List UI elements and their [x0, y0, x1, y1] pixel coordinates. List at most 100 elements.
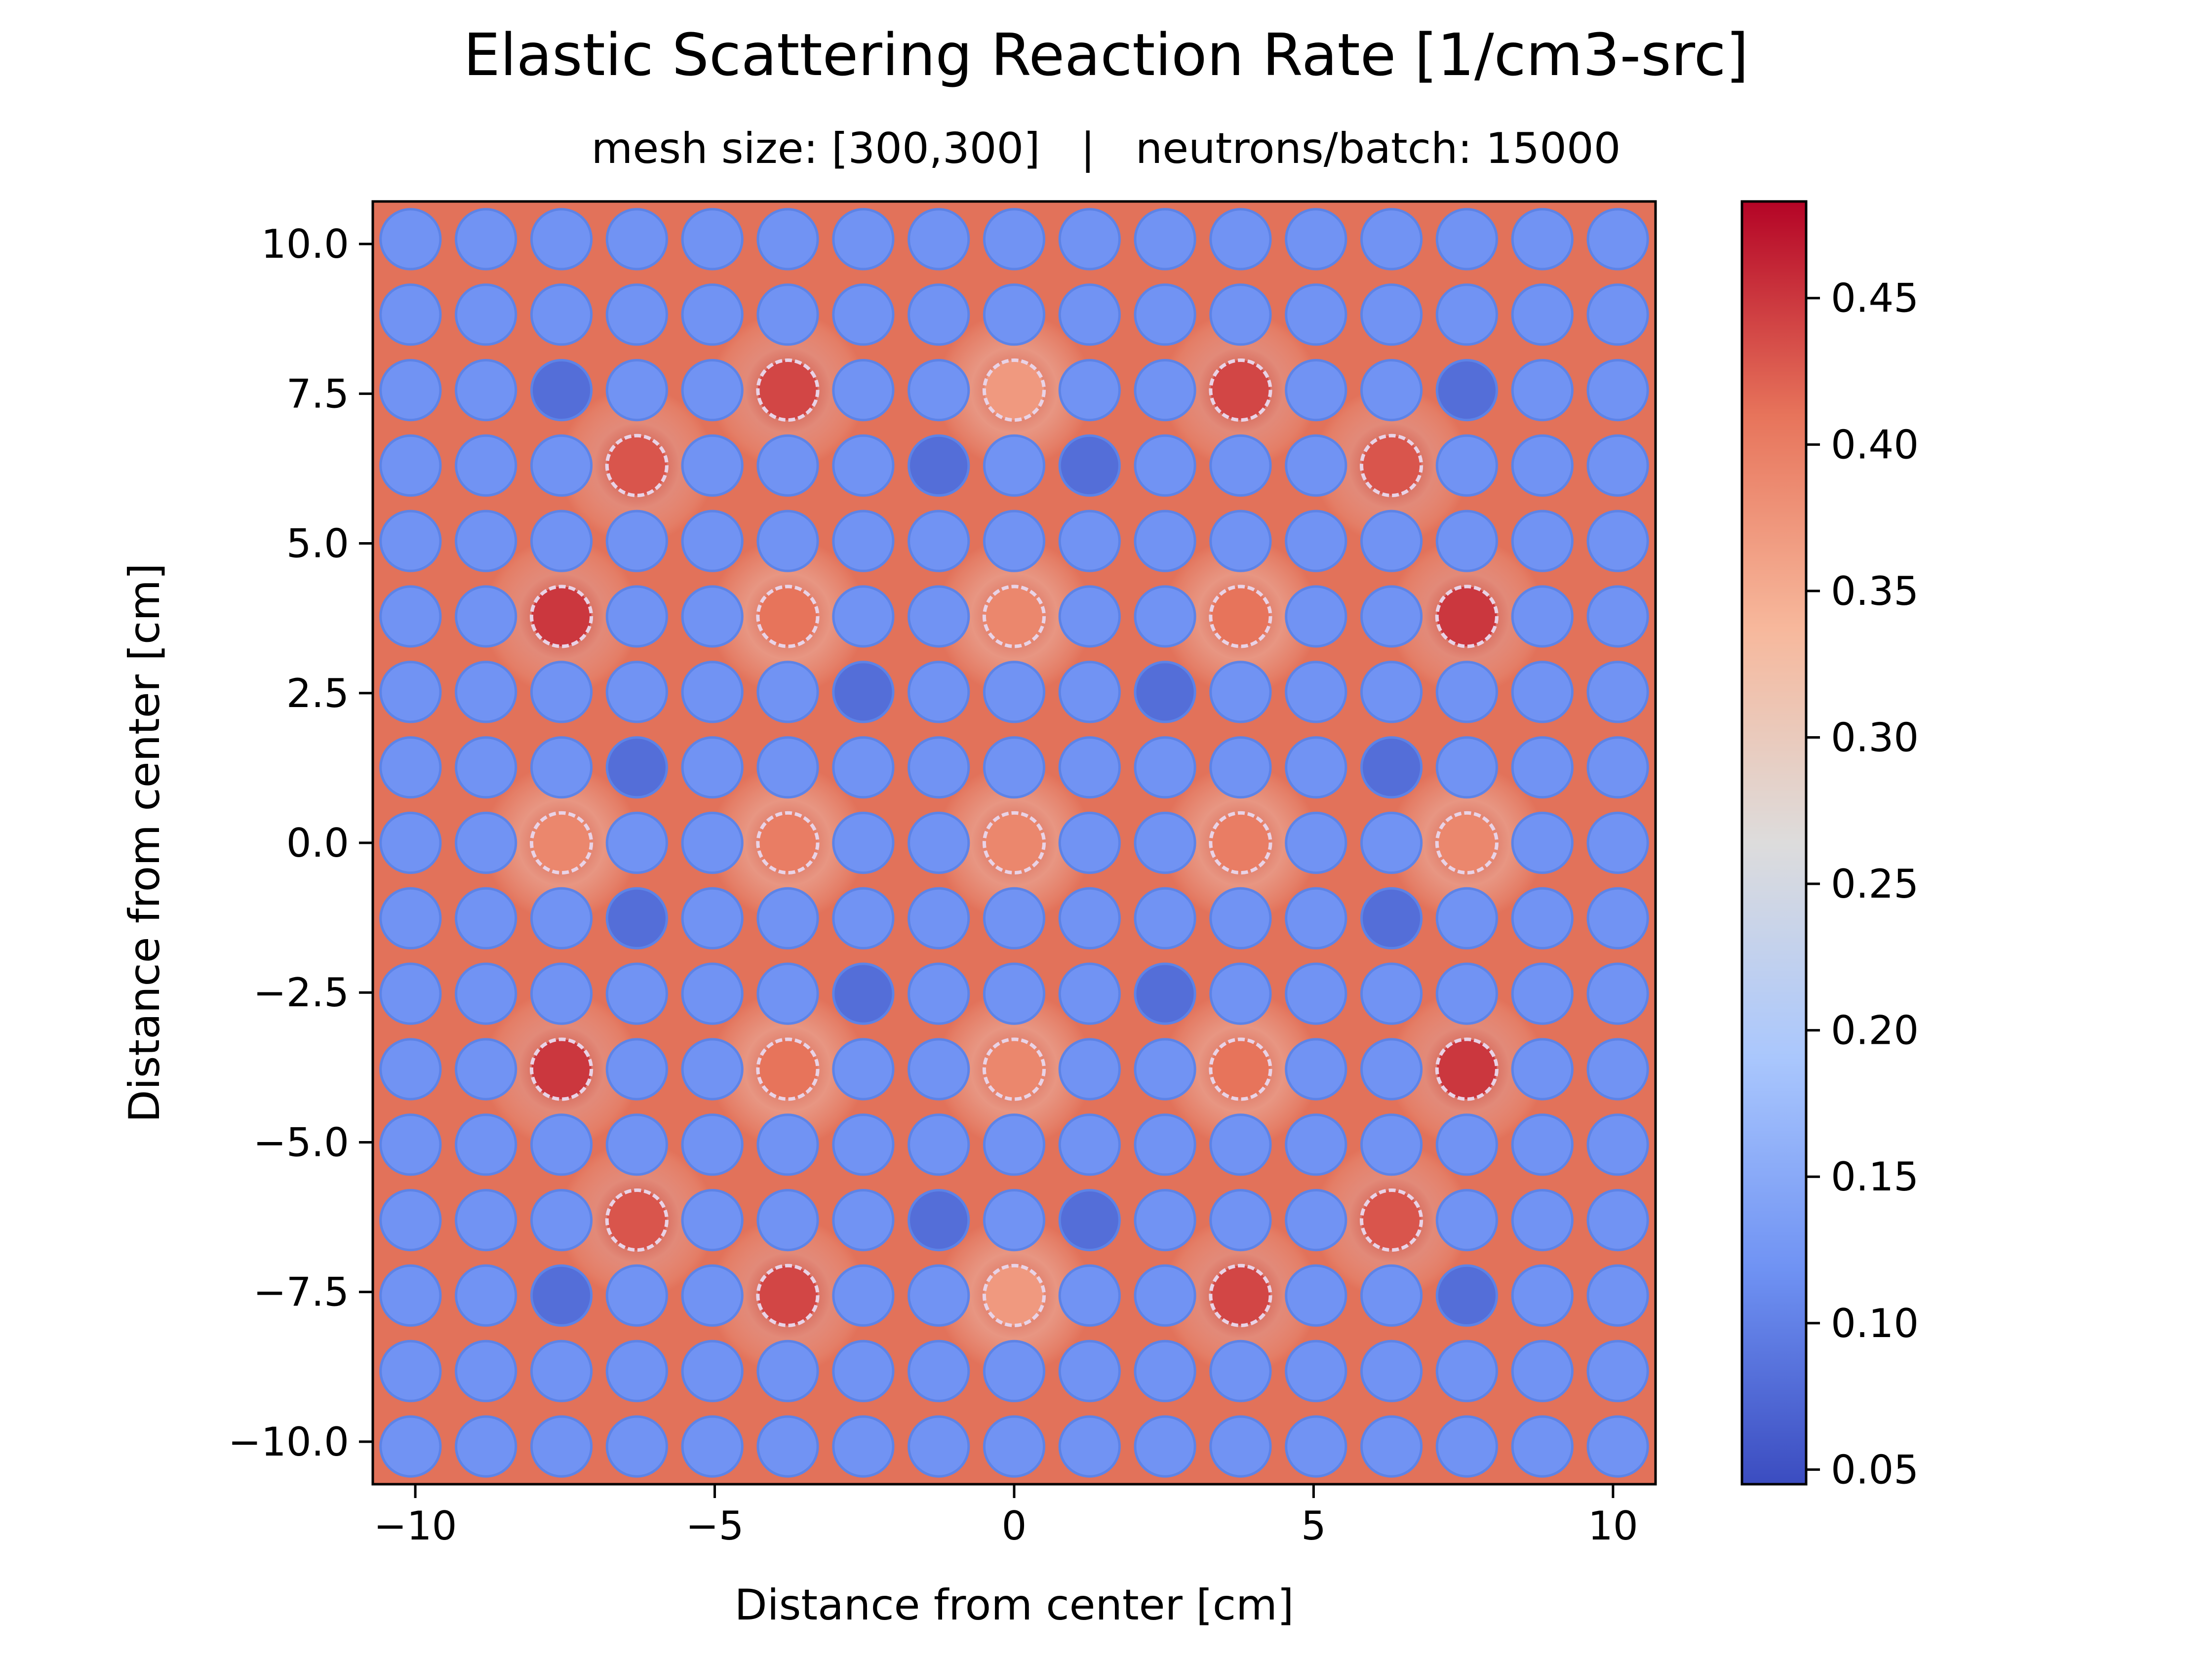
fuel-pin	[832, 208, 895, 271]
fuel-pin	[379, 585, 442, 648]
fuel-pin	[908, 736, 970, 799]
fuel-pin	[1134, 736, 1196, 799]
fuel-pin	[908, 283, 970, 346]
guide-tube	[982, 1264, 1046, 1327]
fuel-pin	[1586, 585, 1649, 648]
fuel-pin	[455, 661, 517, 723]
fuel-pin	[1285, 1340, 1347, 1402]
y-tick-label: 5.0	[286, 521, 349, 567]
fuel-pin	[1134, 887, 1196, 949]
y-tick-label: 0.0	[286, 820, 349, 866]
fuel-pin	[530, 736, 593, 799]
fuel-pin	[1511, 283, 1574, 346]
fuel-pin	[1360, 359, 1423, 422]
fuel-pin	[1285, 962, 1347, 1025]
fuel-pin	[1360, 1415, 1423, 1478]
guide-tube	[1360, 434, 1423, 498]
fuel-pin-low	[908, 434, 970, 497]
fuel-pin	[1586, 359, 1649, 422]
fuel-pin	[1209, 1415, 1272, 1478]
fuel-pin-low	[832, 661, 895, 723]
fuel-pin-low	[1058, 1189, 1121, 1252]
fuel-pin	[983, 661, 1046, 723]
fuel-pin	[530, 1189, 593, 1252]
fuel-pin	[832, 887, 895, 949]
fuel-pin	[1360, 962, 1423, 1025]
fuel-pin	[1511, 962, 1574, 1025]
fuel-pin	[1586, 510, 1649, 572]
fuel-pin	[1285, 661, 1347, 723]
fuel-pin	[1360, 1038, 1423, 1101]
fuel-pin	[1058, 811, 1121, 874]
colorbar-tick-label: 0.10	[1831, 1301, 1919, 1346]
y-axis-label: Distance from center [cm]	[120, 563, 169, 1122]
fuel-pin	[681, 736, 744, 799]
colorbar-tick-label: 0.15	[1831, 1154, 1919, 1200]
fuel-pin	[983, 1415, 1046, 1478]
fuel-pin	[379, 208, 442, 271]
guide-tube	[1435, 1037, 1499, 1101]
guide-tube	[1209, 358, 1272, 422]
colorbar-tick-label: 0.40	[1831, 422, 1919, 468]
colorbar-tick-label: 0.25	[1831, 861, 1919, 907]
fuel-pin	[379, 434, 442, 497]
fuel-pin	[983, 510, 1046, 572]
fuel-pin	[605, 1340, 669, 1402]
fuel-pin	[832, 1264, 895, 1327]
fuel-pin	[1209, 434, 1272, 497]
fuel-pin	[832, 1415, 895, 1478]
fuel-pin-low	[1360, 736, 1423, 799]
fuel-pin	[379, 1264, 442, 1327]
fuel-pin	[455, 434, 517, 497]
fuel-pin	[681, 1113, 744, 1176]
fuel-pin	[1511, 1189, 1574, 1252]
fuel-pin	[1134, 510, 1196, 572]
fuel-pin	[1134, 434, 1196, 497]
colorbar-tick-label: 0.30	[1831, 714, 1919, 760]
fuel-pin	[983, 283, 1046, 346]
fuel-pin	[1134, 1340, 1196, 1402]
fuel-pin-low	[1360, 887, 1423, 949]
fuel-pin	[756, 1189, 819, 1252]
fuel-pin	[1435, 208, 1498, 271]
fuel-pin	[908, 887, 970, 949]
fuel-pin	[756, 1415, 819, 1478]
fuel-pin	[530, 283, 593, 346]
fuel-pin	[1586, 1264, 1649, 1327]
fuel-pin	[1209, 962, 1272, 1025]
fuel-pin	[1360, 510, 1423, 572]
fuel-pin	[379, 1415, 442, 1478]
fuel-pin	[1435, 283, 1498, 346]
fuel-pin	[1586, 887, 1649, 949]
guide-tube	[530, 585, 593, 648]
fuel-pin	[379, 1038, 442, 1101]
fuel-pin	[832, 283, 895, 346]
fuel-pin	[1435, 510, 1498, 572]
fuel-pin	[908, 1113, 970, 1176]
colorbar-tick-label: 0.35	[1831, 568, 1919, 614]
fuel-pin	[1209, 736, 1272, 799]
guide-tube	[1209, 1037, 1272, 1101]
fuel-pin	[1285, 208, 1347, 271]
fuel-pin	[379, 1340, 442, 1402]
fuel-pin	[832, 736, 895, 799]
fuel-pin	[908, 1264, 970, 1327]
fuel-pin	[1435, 661, 1498, 723]
fuel-pin	[1511, 1340, 1574, 1402]
colorbar-tick-label: 0.05	[1831, 1447, 1919, 1493]
fuel-pin	[1285, 1264, 1347, 1327]
fuel-pin	[605, 1038, 669, 1101]
fuel-pin	[455, 1189, 517, 1252]
fuel-pin	[1511, 661, 1574, 723]
fuel-pin	[908, 962, 970, 1025]
guide-tube	[756, 358, 820, 422]
fuel-pin	[1360, 811, 1423, 874]
fuel-pin	[605, 1113, 669, 1176]
fuel-pin	[681, 208, 744, 271]
fuel-pin	[1511, 208, 1574, 271]
fuel-pin	[832, 1340, 895, 1402]
fuel-pin	[379, 1189, 442, 1252]
pins-layer	[379, 208, 1649, 1478]
fuel-pin	[1134, 1038, 1196, 1101]
fuel-pin	[530, 661, 593, 723]
